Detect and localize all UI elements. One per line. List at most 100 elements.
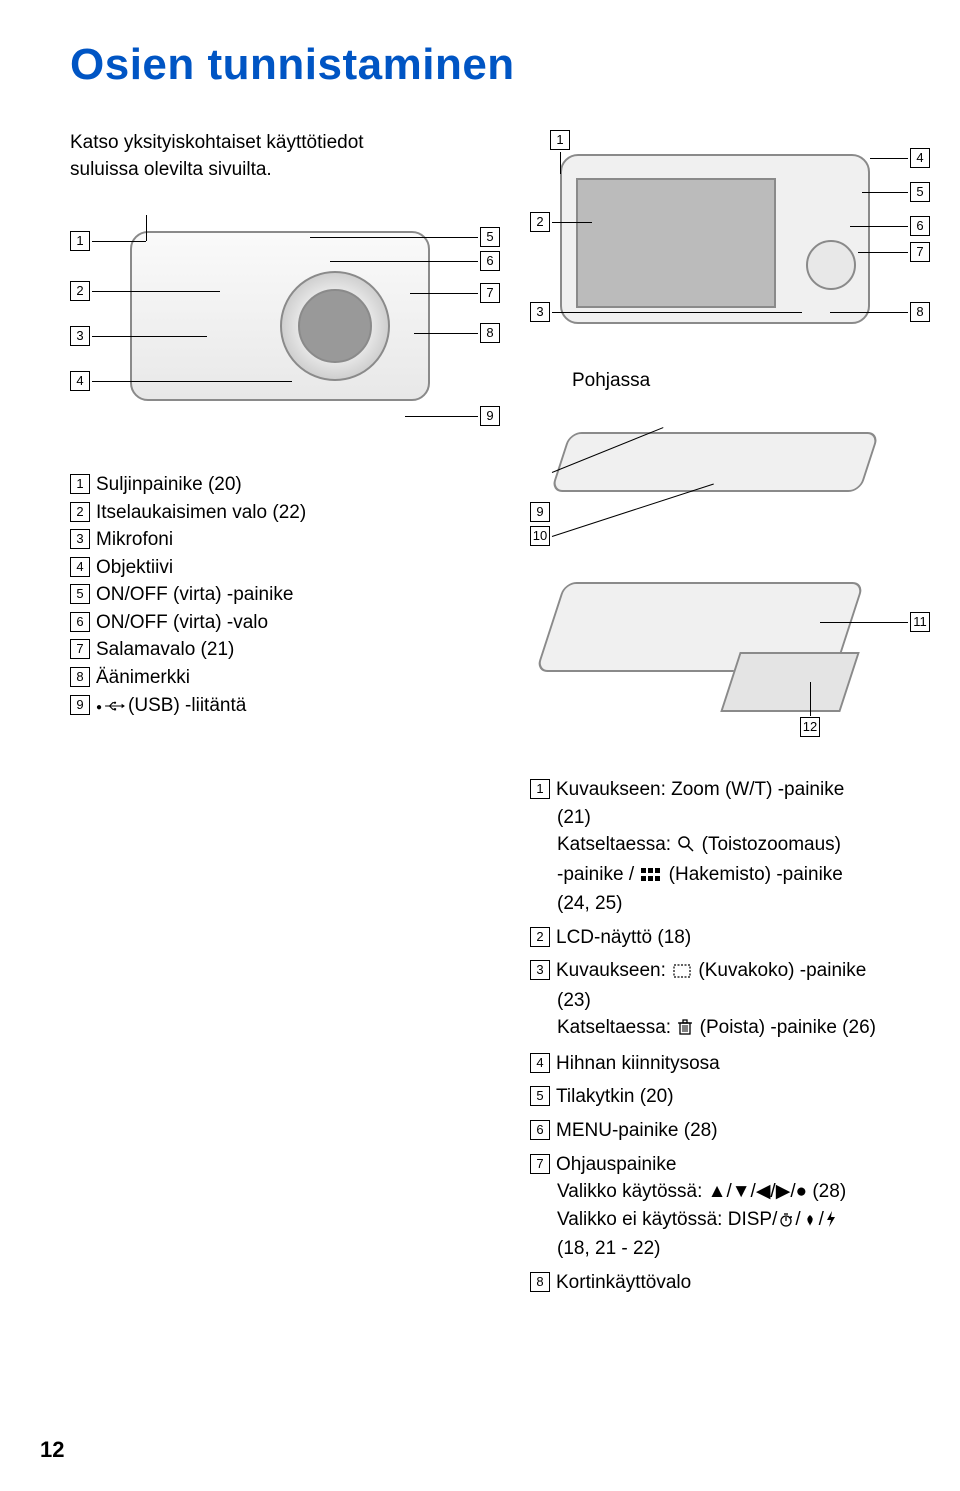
macro-icon xyxy=(803,1208,817,1236)
list-text: MENU-painike (28) xyxy=(556,1117,930,1145)
list-item: 7 Ohjauspainike xyxy=(530,1151,930,1179)
list-num: 5 xyxy=(530,1086,550,1106)
list-item: 1 Kuvaukseen: Zoom (W/T) -painike xyxy=(530,776,930,804)
list-num: 2 xyxy=(70,502,90,522)
list-sub: (21) xyxy=(530,804,930,832)
list-item: 8Äänimerkki xyxy=(70,664,500,692)
list-num: 4 xyxy=(70,557,90,577)
list-num: 6 xyxy=(70,612,90,632)
callout-7: 7 xyxy=(480,283,500,303)
leader xyxy=(810,682,811,716)
list-num: 7 xyxy=(70,639,90,659)
list-sub: -painike / (Hakemisto) -painike xyxy=(530,861,930,891)
list-num: 1 xyxy=(70,474,90,494)
list-item: 7 Salamavalo (21) xyxy=(70,636,500,664)
front-parts-list: 1 Suljinpainike (20) 2 Itselaukaisimen val… xyxy=(70,471,500,719)
leader xyxy=(830,312,908,313)
list-num: 1 xyxy=(530,779,550,799)
callout-b1: 1 xyxy=(550,130,570,150)
trash-icon xyxy=(678,1016,692,1044)
leader xyxy=(92,241,146,242)
bottom-label: Pohjassa xyxy=(572,370,930,392)
list-text: Kuvaukseen: (Kuvakoko) -painike xyxy=(556,957,930,987)
list-text: Hihnan kiinnitysosa xyxy=(556,1050,930,1078)
list-sub: Katseltaessa: (Toistozoomaus) xyxy=(530,831,930,861)
page-number: 12 xyxy=(40,1437,64,1463)
camera-front-diagram: 1 2 3 4 5 6 7 8 9 xyxy=(70,201,500,431)
callout-2: 2 xyxy=(70,281,90,301)
list-num: 3 xyxy=(70,529,90,549)
callout-b8: 8 xyxy=(910,302,930,322)
callout-b6: 6 xyxy=(910,216,930,236)
list-item: 4Objektiivi xyxy=(70,554,500,582)
usb-label: (USB) -liitäntä xyxy=(128,695,246,716)
leader xyxy=(330,261,478,262)
list-text: LCD-näyttö (18) xyxy=(556,924,930,952)
back-parts-list: 1 Kuvaukseen: Zoom (W/T) -painike (21) Ka… xyxy=(530,776,930,1296)
leader xyxy=(552,312,802,313)
list-num: 9 xyxy=(70,695,90,715)
list-item: 6MENU-painike (28) xyxy=(530,1117,930,1145)
leader xyxy=(820,622,908,623)
timer-icon xyxy=(779,1208,793,1236)
list-text: Äänimerkki xyxy=(96,664,500,692)
callout-1: 1 xyxy=(70,231,90,251)
leader xyxy=(405,416,478,417)
callout-3: 3 xyxy=(70,326,90,346)
callout-b10: 10 xyxy=(530,526,550,546)
camera-open-diagram: 11 12 xyxy=(530,562,930,762)
intro-line2: suluissa olevilta sivuilta. xyxy=(70,159,272,180)
magnify-icon xyxy=(678,833,694,861)
list-item: 2LCD-näyttö (18) xyxy=(530,924,930,952)
list-text: ON/OFF (virta) -valo xyxy=(96,609,500,637)
list-num: 3 xyxy=(530,960,550,980)
leader xyxy=(92,336,207,337)
callout-b3: 3 xyxy=(530,302,550,322)
leader xyxy=(870,158,908,159)
leader xyxy=(92,291,220,292)
list-item: 5 Tilakytkin (20) xyxy=(530,1083,930,1111)
callout-6: 6 xyxy=(480,251,500,271)
list-text: Kuvaukseen: Zoom (W/T) -painike xyxy=(556,776,930,804)
list-sub: (24, 25) xyxy=(530,890,930,918)
callout-b2: 2 xyxy=(530,212,550,232)
index-icon xyxy=(641,863,661,891)
list-text: Ohjauspainike xyxy=(556,1151,930,1179)
camera-lens-inner xyxy=(298,289,372,363)
list-text: Tilakytkin (20) xyxy=(556,1083,930,1111)
list-num: 8 xyxy=(530,1272,550,1292)
callout-b7: 7 xyxy=(910,242,930,262)
leader xyxy=(414,333,478,334)
list-text: ON/OFF (virta) -painike xyxy=(96,581,500,609)
callout-9: 9 xyxy=(480,406,500,426)
list-num: 5 xyxy=(70,584,90,604)
list-text: Itselaukaisimen valo (22) xyxy=(96,499,500,527)
page-title: Osien tunnistaminen xyxy=(70,40,900,90)
list-item: 6 ON/OFF (virta) -valo xyxy=(70,609,500,637)
leader xyxy=(862,192,908,193)
list-item: 1 Suljinpainike (20) xyxy=(70,471,500,499)
list-sub: Valikko ei käytössä: DISP/// xyxy=(530,1206,930,1236)
leader xyxy=(858,252,908,253)
callout-8: 8 xyxy=(480,323,500,343)
leader xyxy=(850,226,908,227)
leader xyxy=(410,293,478,294)
camera-screen xyxy=(576,178,776,308)
list-text: Salamavalo (21) xyxy=(96,636,500,664)
dot-icon xyxy=(96,695,102,716)
list-sub: (23) xyxy=(530,987,930,1015)
intro-text: Katso yksityiskohtaiset käyttötiedot sul… xyxy=(70,130,500,183)
bottom-body xyxy=(550,432,879,492)
list-text: Suljinpainike (20) xyxy=(96,471,500,499)
list-item: 5 ON/OFF (virta) -painike xyxy=(70,581,500,609)
list-item: 3 Kuvaukseen: (Kuvakoko) -painike xyxy=(530,957,930,987)
battery-door xyxy=(720,652,859,712)
list-num: 7 xyxy=(530,1154,550,1174)
list-sub: (18, 21 - 22) xyxy=(530,1235,930,1263)
list-item: 3Mikrofoni xyxy=(70,526,500,554)
leader xyxy=(92,381,292,382)
list-item: 2 Itselaukaisimen valo (22) xyxy=(70,499,500,527)
callout-b12: 12 xyxy=(800,717,820,737)
right-column: 1 2 3 4 5 6 7 8 Pohjassa 9 10 xyxy=(530,130,930,1296)
list-num: 4 xyxy=(530,1053,550,1073)
